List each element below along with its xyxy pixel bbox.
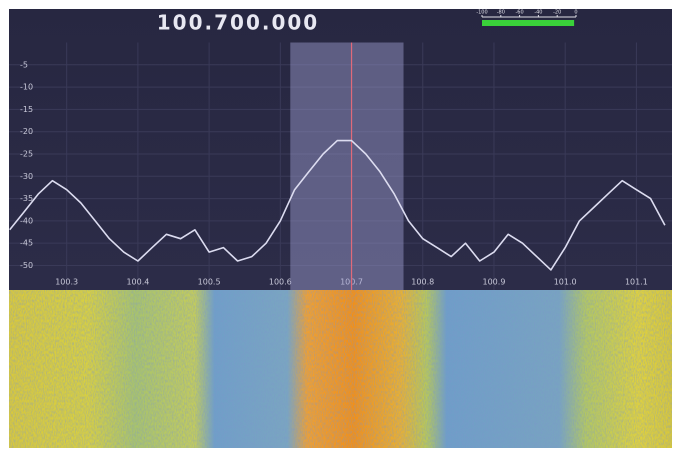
waterfall-noise	[9, 290, 672, 448]
meter-tick-label: -40	[534, 10, 542, 16]
x-tick-label: 100.8	[411, 278, 434, 287]
y-tick-label: -30	[20, 172, 33, 181]
y-tick-label: -10	[20, 83, 33, 92]
x-tick-label: 100.3	[55, 278, 78, 287]
x-tick-label: 100.9	[483, 278, 506, 287]
y-tick-label: -25	[20, 149, 33, 158]
frequency-display[interactable]: 100.700.000	[157, 11, 319, 35]
meter-tick-label: -20	[553, 10, 561, 16]
y-tick-label: -40	[20, 216, 33, 225]
sdr-window: 100.700.000 -5 -10 -15 -20 -25 -30 -35 -40 -45 -5…	[0, 0, 681, 455]
y-tick-label: -20	[20, 127, 33, 136]
x-tick-label: 100.5	[198, 278, 221, 287]
y-tick-label: -5	[20, 60, 28, 69]
meter-level	[482, 20, 574, 26]
x-tick-label: 101.1	[625, 278, 648, 287]
x-tick-label: 101.0	[554, 278, 577, 287]
meter-tick-label: 0	[574, 10, 577, 16]
meter-tick-label: -100	[476, 10, 487, 16]
x-tick-label: 100.6	[269, 278, 292, 287]
meter-tick-label: -80	[497, 10, 505, 16]
x-tick-label: 100.4	[126, 278, 149, 287]
y-tick-label: -15	[20, 105, 33, 114]
y-tick-label: -50	[20, 261, 33, 270]
y-tick-label: -35	[20, 194, 33, 203]
selection-band	[290, 43, 403, 291]
y-tick-label: -45	[20, 239, 33, 248]
meter-tick-label: -60	[516, 10, 524, 16]
